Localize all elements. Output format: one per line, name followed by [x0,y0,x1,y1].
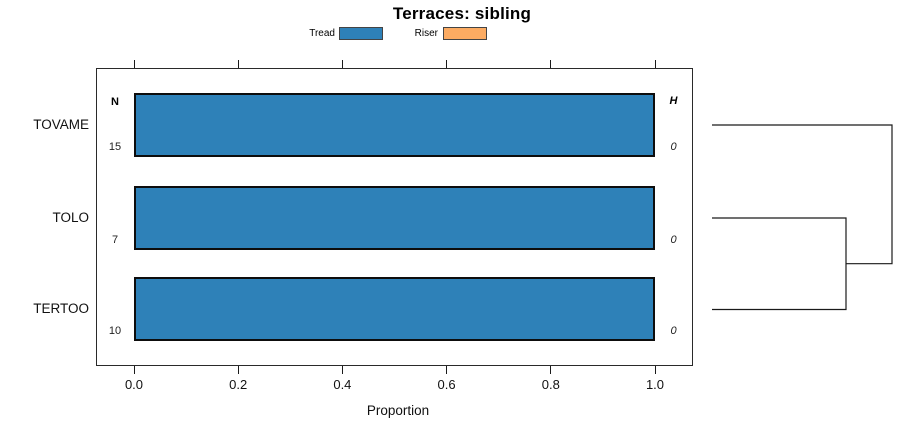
x-axis-bottom-tick [341,366,343,374]
x-axis-bottom-tick [446,366,448,374]
category-label: TERTOO [33,301,89,316]
bar-segment-tread [134,93,655,157]
x-axis-tick-label: 0.6 [437,377,456,392]
n-value: 10 [108,325,122,337]
x-axis-bottom-tick [654,366,656,374]
x-axis-bottom-tick [550,366,552,374]
x-axis-top-tick [550,60,552,68]
x-axis-tick-label: 0.2 [229,377,248,392]
legend-label-tread: Tread [309,28,335,39]
h-column-header: H [669,95,678,107]
bar-segment-tread [134,277,655,341]
legend-label-riser: Riser [414,28,438,39]
x-axis-bottom-tick [237,366,239,374]
n-value: 7 [111,234,119,246]
x-axis-bottom-tick [133,366,135,374]
x-axis-label: Proportion [366,403,430,418]
h-value: 0 [670,234,677,246]
n-column-header: N [111,96,119,108]
x-axis-tick-label: 0.0 [124,377,144,392]
category-label: TOVAME [33,117,89,132]
bar-segment-tread [134,186,655,250]
x-axis-top-tick [133,60,135,68]
legend-swatch-riser [443,27,487,40]
dendrogram-branches [712,124,893,311]
h-value: 0 [670,141,677,153]
legend-swatch-tread [339,27,383,40]
h-value: 0 [670,325,677,337]
x-axis-tick-label: 0.4 [333,377,352,392]
x-axis-tick-label: 1.0 [645,377,665,392]
category-label: TOLO [52,210,89,225]
x-axis-top-tick [237,60,239,68]
x-axis-top-tick [446,60,448,68]
n-value: 15 [108,141,122,153]
x-axis-top-tick [654,60,656,68]
x-axis-top-tick [341,60,343,68]
chart-title: Terraces: sibling [392,4,532,23]
x-axis-tick-label: 0.8 [541,377,560,392]
